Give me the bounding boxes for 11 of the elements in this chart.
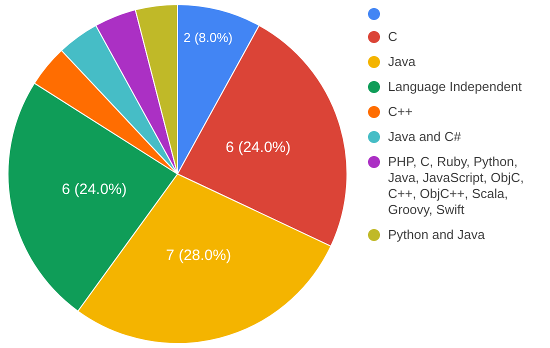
- data-label: 6 (24.0%): [226, 138, 291, 156]
- data-label: 6 (24.0%): [62, 181, 127, 198]
- data-label: 2 (8.0%): [183, 30, 233, 45]
- legend-label: Language Independent: [388, 79, 522, 95]
- legend-label: Python and Java: [388, 227, 485, 243]
- data-label: 7 (28.0%): [166, 247, 232, 264]
- legend-label: Java: [388, 54, 416, 70]
- legend-label: C: [388, 29, 398, 45]
- legend-label: PHP, C, Ruby, Python, Java, JavaScript, ObjC, C++, ObjC++, Scala, Groovy, Swift: [388, 154, 525, 218]
- legend-label: C++: [388, 104, 413, 120]
- legend-label: Java and C#: [388, 129, 461, 145]
